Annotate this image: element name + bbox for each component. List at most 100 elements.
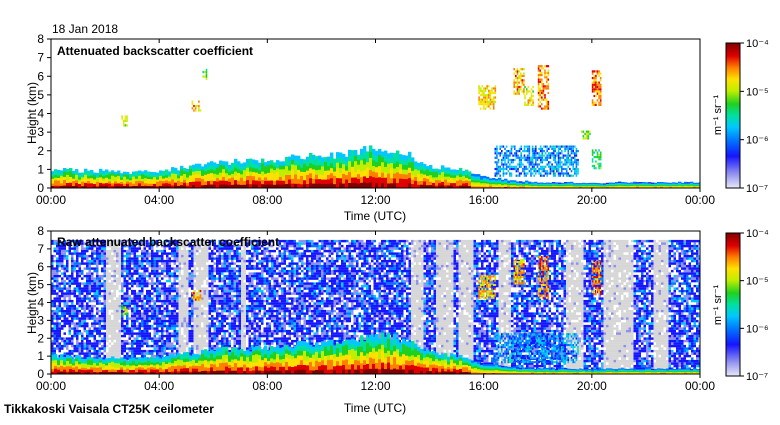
noise-cell	[136, 305, 139, 308]
noise-cell	[81, 302, 84, 305]
cloud-cell	[486, 99, 488, 101]
boundary-layer-cell	[105, 180, 108, 183]
boundary-layer-cell	[384, 151, 387, 157]
noise-cell	[101, 260, 104, 263]
noise-cell	[131, 265, 134, 268]
noise-cell	[164, 282, 167, 285]
cloud-cell	[499, 175, 501, 177]
noise-cell	[106, 265, 109, 268]
boundary-layer-cell	[351, 172, 354, 178]
cloud-cell	[600, 163, 602, 165]
cloud-cell	[515, 86, 517, 88]
noise-cell	[156, 340, 159, 343]
boundary-layer-cell	[135, 183, 138, 186]
noise-cell	[74, 287, 77, 290]
noise-cell	[94, 332, 97, 335]
cloud-cell	[595, 104, 597, 106]
noise-cell	[129, 287, 132, 290]
boundary-layer-cell	[162, 178, 165, 181]
noise-cell	[61, 295, 64, 298]
cloud-cell	[539, 70, 541, 72]
noise-cell	[154, 355, 157, 358]
boundary-layer-cell	[558, 183, 561, 184]
cloud-cell	[503, 157, 505, 159]
noise-cell	[111, 275, 114, 278]
cloud-cell	[506, 172, 508, 174]
cloud-cell	[532, 146, 534, 148]
noise-cell	[146, 270, 149, 273]
noise-cell	[84, 327, 87, 330]
cloud-cell	[577, 163, 579, 165]
noise-cell	[159, 262, 162, 265]
boundary-layer-cell	[375, 156, 378, 162]
noise-cell	[89, 342, 92, 345]
noise-cell	[126, 355, 129, 358]
boundary-layer-cell	[351, 150, 354, 156]
noise-cell	[79, 280, 82, 283]
boundary-layer-cell	[111, 180, 114, 183]
noise-cell	[144, 297, 147, 300]
cloud-cell	[504, 148, 506, 150]
noise-cell	[69, 317, 72, 320]
boundary-layer-cell	[390, 178, 393, 183]
cloud-cell	[478, 101, 480, 103]
cloud-cell	[572, 161, 574, 163]
noise-cell	[66, 352, 69, 355]
boundary-layer-cell	[390, 153, 393, 158]
noise-cell	[116, 327, 119, 330]
noise-cell	[136, 270, 139, 273]
cloud-cell	[583, 137, 585, 139]
boundary-layer-cell	[108, 172, 111, 175]
boundary-layer-cell	[357, 169, 360, 174]
cloud-cell	[520, 146, 522, 148]
boundary-layer-cell	[399, 154, 402, 159]
boundary-layer-cell	[297, 179, 300, 184]
boundary-layer-cell	[105, 183, 108, 186]
noise-cell	[111, 342, 114, 345]
noise-cell	[116, 307, 119, 310]
cloud-cell	[598, 163, 600, 165]
noise-cell	[56, 275, 59, 278]
cloud-cell	[529, 157, 531, 159]
boundary-layer-cell	[645, 182, 648, 183]
cloud-cell	[535, 170, 537, 172]
noise-cell	[129, 260, 132, 263]
boundary-layer-cell	[417, 177, 420, 181]
noise-cell	[99, 265, 102, 268]
noise-cell	[131, 302, 134, 305]
noise-cell	[164, 337, 167, 340]
boundary-layer-cell	[312, 164, 315, 169]
noise-cell	[111, 307, 114, 310]
noise-cell	[76, 270, 79, 273]
noise-cell	[71, 275, 74, 278]
noise-cell	[151, 310, 154, 313]
noise-cell	[76, 265, 79, 268]
noise-cell	[156, 322, 159, 325]
boundary-layer-cell	[177, 178, 180, 181]
noise-cell	[94, 275, 97, 278]
noise-cell	[129, 292, 132, 295]
cloud-cell	[571, 159, 573, 161]
noise-cell	[111, 305, 114, 308]
cloud-cell	[600, 154, 602, 156]
cloud-cell	[519, 150, 521, 152]
cloud-cell	[592, 77, 594, 79]
boundary-layer-cell	[333, 159, 336, 164]
cloud-cell	[524, 175, 526, 177]
noise-cell	[69, 310, 72, 313]
noise-cell	[96, 310, 99, 313]
boundary-layer-cell	[195, 174, 198, 178]
x-tick-label: 08:00	[252, 193, 282, 207]
cloud-cell	[508, 161, 510, 163]
noise-cell	[126, 335, 129, 338]
cloud-cell	[539, 101, 541, 103]
boundary-layer-cell	[165, 170, 168, 173]
boundary-layer-cell	[390, 173, 393, 178]
boundary-layer-cell	[453, 183, 456, 186]
cloud-cell	[508, 155, 510, 157]
noise-cell	[149, 285, 152, 288]
noise-cell	[66, 285, 69, 288]
noise-cell	[66, 260, 69, 263]
noise-cell	[69, 265, 72, 268]
boundary-layer-cell	[333, 175, 336, 180]
